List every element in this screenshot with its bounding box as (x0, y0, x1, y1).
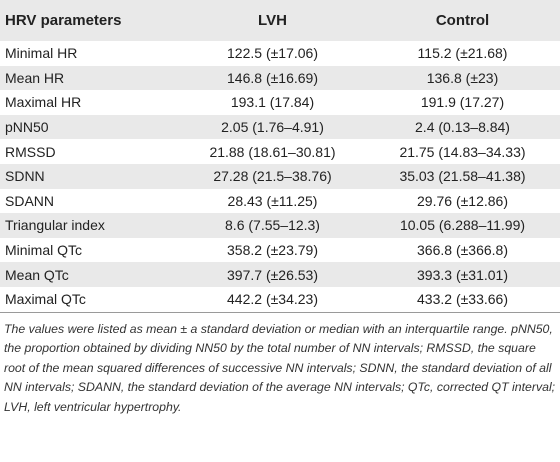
table-body: Minimal HR 122.5 (±17.06) 115.2 (±21.68)… (0, 41, 560, 312)
lvh-value: 8.6 (7.55–12.3) (225, 217, 320, 234)
row-label: pNN50 (5, 119, 49, 136)
table-row: Maximal HR 193.1 (17.84) 191.9 (17.27) (0, 90, 560, 115)
lvh-value: 2.05 (1.76–4.91) (221, 119, 324, 136)
row-label: Mean HR (5, 69, 65, 86)
table-row: Maximal QTc 442.2 (±34.23) 433.2 (±33.66… (0, 286, 560, 312)
lvh-value: 21.88 (18.61–30.81) (209, 143, 336, 160)
control-value: 136.8 (±23) (426, 69, 499, 86)
row-label: Minimal HR (5, 45, 78, 62)
table-row: pNN50 2.05 (1.76–4.91) 2.4 (0.13–8.84) (0, 114, 560, 140)
row-label: Mean QTc (5, 266, 69, 283)
table-footnote: The values were listed as mean ± a stand… (4, 321, 556, 414)
table-row: Mean HR 146.8 (±16.69) 136.8 (±23) (0, 65, 560, 91)
control-value: 2.4 (0.13–8.84) (415, 119, 510, 136)
control-value: 29.76 (±12.86) (417, 192, 508, 209)
header-lvh: LVH (258, 12, 287, 29)
lvh-value: 442.2 (±34.23) (227, 291, 318, 308)
lvh-value: 28.43 (±11.25) (227, 192, 318, 209)
header-row: HRV parameters LVH Control (0, 0, 560, 41)
control-value: 366.8 (±366.8) (417, 242, 508, 259)
row-label: Minimal QTc (5, 242, 83, 259)
table-row: Mean QTc 397.7 (±26.53) 393.3 (±31.01) (0, 262, 560, 287)
control-value: 115.2 (±21.68) (417, 45, 508, 62)
control-value: 393.3 (±31.01) (417, 266, 508, 283)
table-row: Minimal QTc 358.2 (±23.79) 366.8 (±366.8… (0, 237, 560, 263)
control-value: 433.2 (±33.66) (417, 291, 508, 308)
control-value: 191.9 (17.27) (420, 94, 505, 111)
table-row: SDNN 27.28 (21.5–38.76) 35.03 (21.58–41.… (0, 163, 560, 189)
table-row: RMSSD 21.88 (18.61–30.81) 21.75 (14.83–3… (0, 139, 560, 164)
hrv-table-figure: HRV parameters LVH Control Minimal HR 12… (0, 0, 560, 414)
row-label: RMSSD (5, 143, 56, 160)
lvh-value: 122.5 (±17.06) (227, 45, 318, 62)
lvh-value: 193.1 (17.84) (230, 94, 315, 111)
lvh-value: 397.7 (±26.53) (227, 266, 318, 283)
row-label: SDNN (5, 168, 45, 185)
header-control: Control (435, 12, 490, 29)
control-value: 10.05 (6.288–11.99) (399, 217, 526, 234)
row-label: Maximal QTc (5, 291, 86, 308)
table-header: HRV parameters LVH Control (0, 0, 560, 41)
table-row: Minimal HR 122.5 (±17.06) 115.2 (±21.68) (0, 41, 560, 66)
table-row: SDANN 28.43 (±11.25) 29.76 (±12.86) (0, 188, 560, 214)
hrv-table: HRV parameters LVH Control Minimal HR 12… (0, 0, 560, 312)
lvh-value: 358.2 (±23.79) (227, 242, 318, 259)
table-divider (0, 311, 560, 313)
control-value: 35.03 (21.58–41.38) (399, 168, 526, 185)
header-hrv-parameters: HRV parameters (5, 12, 122, 29)
control-value: 21.75 (14.83–34.33) (399, 143, 526, 160)
lvh-value: 146.8 (±16.69) (227, 69, 318, 86)
row-label: Triangular index (5, 217, 105, 234)
row-label: Maximal HR (5, 94, 82, 111)
lvh-value: 27.28 (21.5–38.76) (213, 168, 332, 185)
table-row: Triangular index 8.6 (7.55–12.3) 10.05 (… (0, 213, 560, 238)
row-label: SDANN (5, 192, 55, 209)
